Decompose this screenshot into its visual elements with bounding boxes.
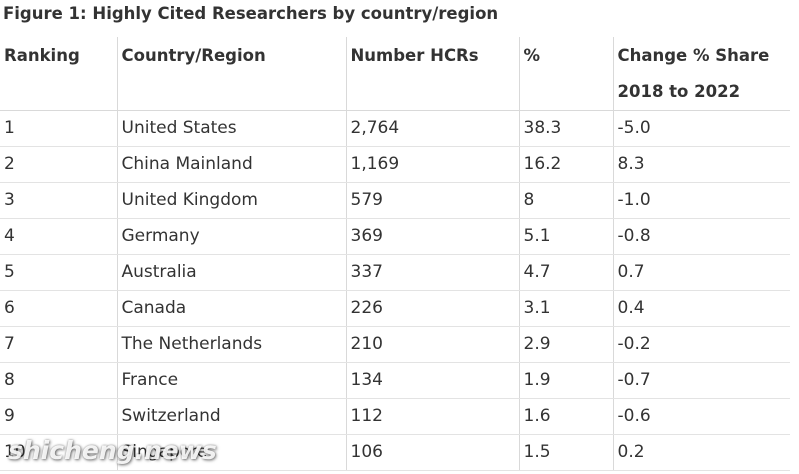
cell-number-hcrs: 106	[345, 434, 519, 471]
cell-country-region: Switzerland	[116, 398, 346, 435]
cell-number-hcrs: 1,169	[345, 146, 519, 183]
cell-change-share: 8.3	[612, 146, 790, 183]
cell-country-region: United States	[116, 110, 346, 147]
cell-country-region: France	[116, 362, 346, 399]
cell-ranking: 6	[0, 290, 117, 327]
cell-number-hcrs: 369	[345, 218, 519, 255]
header-change-share: Change % Share 2018 to 2022	[612, 37, 790, 111]
table-row: 7 The Netherlands 210 2.9 -0.2	[0, 326, 790, 363]
table-row: 6 Canada 226 3.1 0.4	[0, 290, 790, 327]
table-row: 5 Australia 337 4.7 0.7	[0, 254, 790, 291]
cell-country-region: Australia	[116, 254, 346, 291]
cell-number-hcrs: 112	[345, 398, 519, 435]
cell-change-share: -0.2	[612, 326, 790, 363]
cell-ranking: 1	[0, 110, 117, 147]
header-percent: %	[518, 37, 613, 111]
cell-ranking: 8	[0, 362, 117, 399]
cell-ranking: 2	[0, 146, 117, 183]
table-row: 9 Switzerland 112 1.6 -0.6	[0, 398, 790, 435]
cell-percent: 3.1	[518, 290, 613, 327]
cell-percent: 1.9	[518, 362, 613, 399]
cell-ranking: 4	[0, 218, 117, 255]
cell-percent: 16.2	[518, 146, 613, 183]
cell-number-hcrs: 2,764	[345, 110, 519, 147]
cell-country-region: Singapore	[116, 434, 346, 471]
cell-percent: 38.3	[518, 110, 613, 147]
cell-country-region: Germany	[116, 218, 346, 255]
cell-country-region: The Netherlands	[116, 326, 346, 363]
cell-change-share: -5.0	[612, 110, 790, 147]
cell-change-share: 0.4	[612, 290, 790, 327]
cell-country-region: United Kingdom	[116, 182, 346, 219]
cell-ranking: 7	[0, 326, 117, 363]
cell-change-share: -0.6	[612, 398, 790, 435]
cell-ranking: 9	[0, 398, 117, 435]
cell-ranking: 3	[0, 182, 117, 219]
header-number-hcrs: Number HCRs	[345, 37, 519, 111]
cell-percent: 5.1	[518, 218, 613, 255]
cell-ranking: 5	[0, 254, 117, 291]
cell-change-share: -0.7	[612, 362, 790, 399]
cell-percent: 1.6	[518, 398, 613, 435]
table-row: 2 China Mainland 1,169 16.2 8.3	[0, 146, 790, 183]
figure-title: Figure 1: Highly Cited Researchers by co…	[3, 4, 499, 23]
cell-change-share: -0.8	[612, 218, 790, 255]
table-row: 10 Singapore 106 1.5 0.2	[0, 434, 790, 471]
table-row: 4 Germany 369 5.1 -0.8	[0, 218, 790, 255]
cell-number-hcrs: 210	[345, 326, 519, 363]
cell-percent: 1.5	[518, 434, 613, 471]
cell-change-share: -1.0	[612, 182, 790, 219]
cell-percent: 4.7	[518, 254, 613, 291]
cell-number-hcrs: 579	[345, 182, 519, 219]
cell-number-hcrs: 226	[345, 290, 519, 327]
cell-number-hcrs: 337	[345, 254, 519, 291]
watermark-logo: shicheng.news	[8, 436, 217, 465]
cell-percent: 8	[518, 182, 613, 219]
table-row: 8 France 134 1.9 -0.7	[0, 362, 790, 399]
cell-number-hcrs: 134	[345, 362, 519, 399]
header-ranking: Ranking	[0, 37, 117, 111]
header-country-region: Country/Region	[116, 37, 346, 111]
table-header-row: Ranking Country/Region Number HCRs % Cha…	[0, 37, 790, 111]
cell-percent: 2.9	[518, 326, 613, 363]
table-row: 1 United States 2,764 38.3 -5.0	[0, 110, 790, 147]
cell-change-share: 0.7	[612, 254, 790, 291]
table-row: 3 United Kingdom 579 8 -1.0	[0, 182, 790, 219]
cell-ranking: 10	[0, 434, 117, 471]
cell-change-share: 0.2	[612, 434, 790, 471]
cell-country-region: Canada	[116, 290, 346, 327]
cell-country-region: China Mainland	[116, 146, 346, 183]
hcr-table: Ranking Country/Region Number HCRs % Cha…	[0, 37, 790, 471]
